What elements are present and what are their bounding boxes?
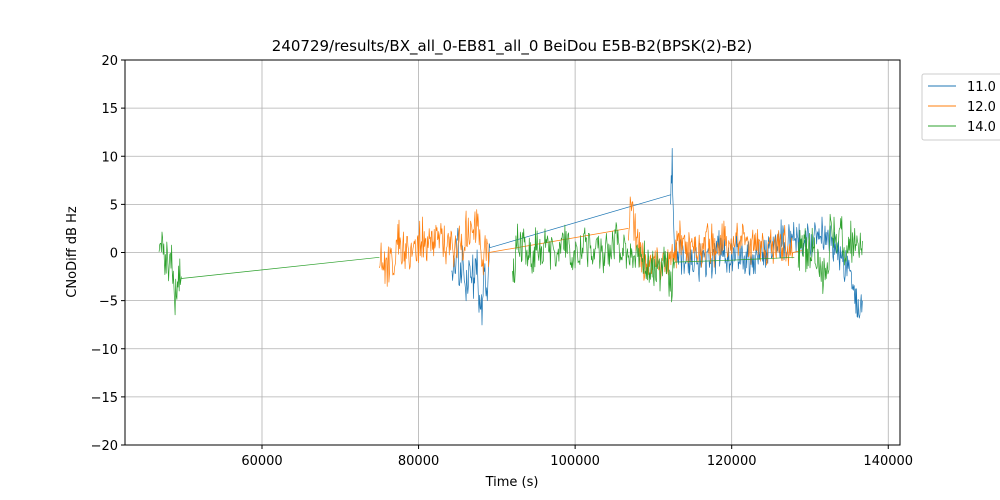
x-axis-label: Time (s) xyxy=(485,475,539,490)
y-tick-label: −15 xyxy=(91,391,118,406)
series-layer xyxy=(158,148,863,326)
y-axis-label: CNoDiff dB Hz xyxy=(65,206,80,298)
series-line-14.0 xyxy=(181,256,380,279)
y-axis: −20 −15 −10 −5 0 5 10 15 20 xyxy=(91,54,125,454)
y-tick-label: 5 xyxy=(110,198,118,213)
legend-label: 14.0 xyxy=(967,120,996,135)
series-line-12.0 xyxy=(379,209,490,287)
y-tick-label: −20 xyxy=(91,439,118,454)
series-11.0 xyxy=(451,148,863,326)
series-line-12.0 xyxy=(792,250,803,253)
series-line-14.0 xyxy=(158,231,182,316)
legend-frame xyxy=(921,73,1000,141)
x-tick-label: 140000 xyxy=(863,454,913,469)
y-tick-label: −5 xyxy=(99,295,118,310)
series-line-14.0 xyxy=(512,222,675,303)
y-tick-label: 10 xyxy=(101,150,118,165)
series-line-14.0 xyxy=(674,256,795,263)
x-tick-label: 80000 xyxy=(398,454,439,469)
series-line-11.0 xyxy=(451,227,491,326)
y-tick-label: 20 xyxy=(101,54,118,69)
series-line-14.0 xyxy=(797,213,863,295)
legend-label: 12.0 xyxy=(967,100,996,115)
x-tick-label: 60000 xyxy=(241,454,282,469)
x-tick-label: 120000 xyxy=(707,454,757,469)
chart-title: 240729/results/BX_all_0-EB81_all_0 BeiDo… xyxy=(272,37,752,56)
series-12.0 xyxy=(379,196,803,287)
series-line-12.0 xyxy=(488,228,629,253)
y-tick-label: 0 xyxy=(110,247,118,262)
legend: 11.0 12.0 14.0 xyxy=(921,73,1000,141)
series-14.0 xyxy=(158,213,863,316)
series-line-12.0 xyxy=(628,196,794,281)
legend-label: 11.0 xyxy=(967,80,996,95)
y-tick-label: 15 xyxy=(101,102,118,117)
y-tick-label: −10 xyxy=(91,343,118,358)
x-tick-label: 100000 xyxy=(550,454,600,469)
x-axis: 60000 80000 100000 120000 140000 xyxy=(241,445,913,469)
